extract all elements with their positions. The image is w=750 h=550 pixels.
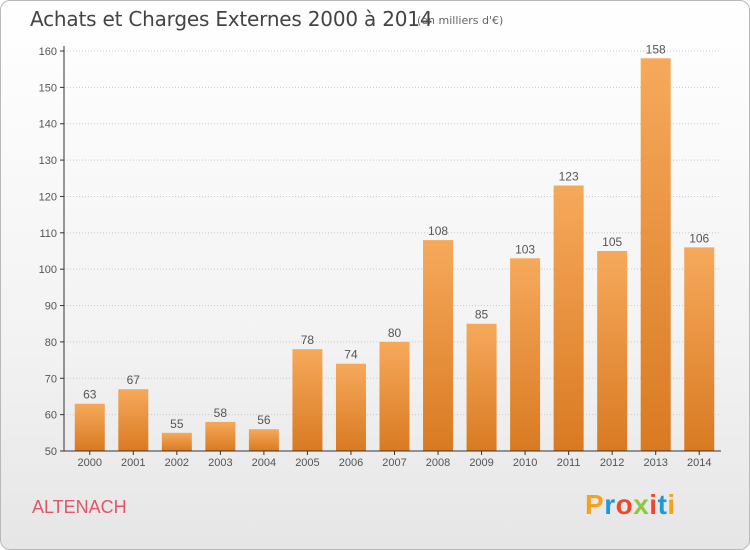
data-label: 158 [646, 42, 666, 56]
commune-name: ALTENACH [32, 497, 127, 517]
brand-letter: P [585, 489, 605, 520]
y-tick-label: 150 [39, 82, 57, 94]
bar [423, 240, 454, 451]
x-tick-label: 2004 [252, 457, 276, 469]
x-tick-label: 2009 [469, 457, 493, 469]
x-tick-label: 2000 [78, 457, 102, 469]
bar [205, 421, 236, 451]
y-tick-label: 60 [45, 410, 57, 422]
brand-letter: r [604, 489, 616, 520]
data-label: 123 [559, 170, 579, 184]
brand-letter: o [615, 489, 634, 520]
data-label: 55 [170, 417, 184, 431]
x-tick-label: 2001 [121, 457, 145, 469]
y-tick-label: 90 [45, 301, 57, 313]
bar [510, 258, 541, 451]
data-label: 58 [214, 406, 228, 420]
brand-letter: i [649, 489, 658, 520]
bar [74, 403, 105, 451]
y-tick-label: 100 [39, 264, 57, 276]
y-tick-label: 50 [45, 446, 57, 458]
data-label: 67 [127, 373, 141, 387]
y-tick-label: 140 [39, 119, 57, 131]
bar [553, 185, 584, 451]
bar [248, 429, 279, 451]
x-tick-label: 2014 [687, 457, 711, 469]
y-tick-label: 160 [39, 46, 57, 58]
y-tick-label: 70 [45, 373, 57, 385]
x-tick-label: 2010 [513, 457, 537, 469]
bar [684, 247, 715, 451]
x-tick-label: 2002 [165, 457, 189, 469]
data-label: 78 [301, 333, 315, 347]
y-tick-label: 80 [45, 337, 57, 349]
bar [466, 323, 497, 451]
data-label: 63 [83, 388, 97, 402]
bar [335, 363, 366, 451]
data-label: 85 [475, 308, 489, 322]
bar [161, 432, 192, 451]
bar [640, 58, 671, 451]
data-label: 108 [428, 224, 448, 238]
y-tick-label: 120 [39, 191, 57, 203]
x-tick-label: 2003 [208, 457, 232, 469]
data-label: 56 [257, 413, 271, 427]
x-tick-label: 2006 [339, 457, 363, 469]
bar [379, 341, 410, 451]
proxiti-logo[interactable]: Proxiti [585, 489, 676, 521]
data-label: 106 [689, 231, 709, 245]
data-label: 105 [602, 235, 622, 249]
x-tick-label: 2008 [426, 457, 450, 469]
bar [597, 251, 628, 451]
chart-title: Achats et Charges Externes 2000 à 2014 [30, 7, 433, 31]
y-tick-label: 130 [39, 155, 57, 167]
x-tick-label: 2011 [557, 457, 581, 469]
chart-subtitle: (en milliers d'€) [417, 14, 504, 27]
data-label: 74 [344, 348, 358, 362]
brand-letter: x [633, 489, 650, 520]
brand-letter: i [667, 489, 676, 520]
x-tick-label: 2012 [600, 457, 624, 469]
bar [292, 349, 323, 451]
x-tick-label: 2013 [643, 457, 667, 469]
data-label: 80 [388, 326, 402, 340]
x-tick-label: 2007 [382, 457, 406, 469]
data-label: 103 [515, 242, 535, 256]
bar [118, 389, 149, 451]
y-tick-label: 110 [39, 228, 57, 240]
x-tick-label: 2005 [295, 457, 319, 469]
brand-letter: t [657, 489, 668, 520]
